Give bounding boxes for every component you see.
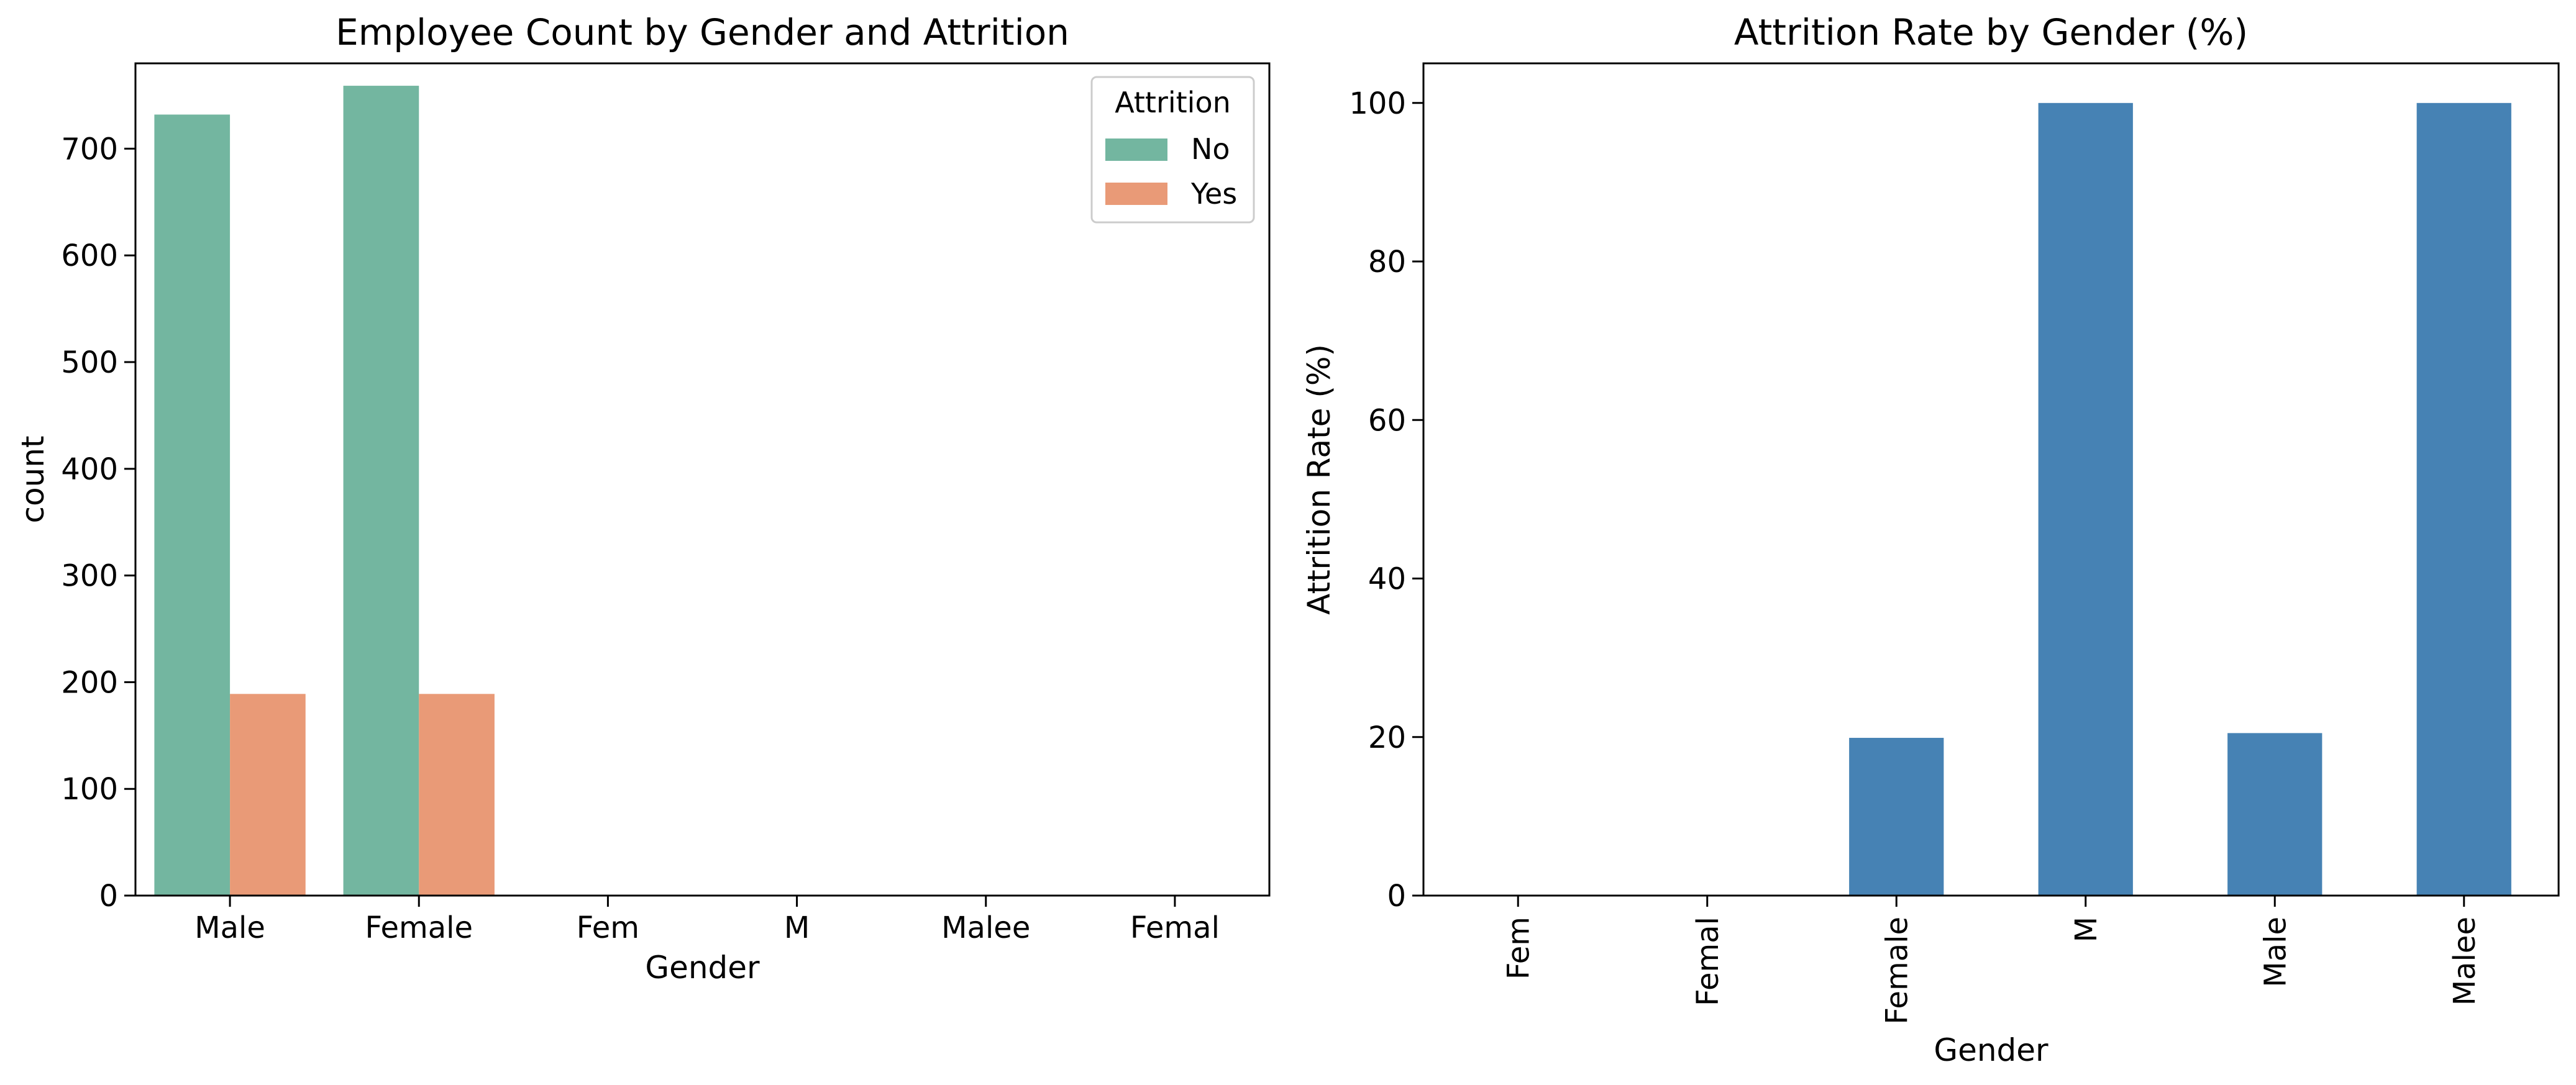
bar-male [2227, 733, 2323, 896]
x-tick-label: M [784, 910, 810, 945]
rate-chart: Attrition Rate by Gender (%) Gender Attr… [1301, 11, 2560, 1068]
y-tick-label: 700 [61, 132, 118, 166]
x-tick-label: Fem [1501, 917, 1536, 979]
chart-title: Attrition Rate by Gender (%) [1734, 11, 2248, 53]
x-tick-label: Malee [941, 910, 1030, 945]
plot-frame [134, 62, 1271, 897]
bar-yes-female [419, 694, 495, 896]
legend-title: Attrition [1115, 86, 1231, 119]
legend-swatch-no [1105, 138, 1167, 161]
y-ticks: 0 20 40 60 80 100 [1349, 86, 1423, 914]
y-tick-label: 0 [99, 879, 118, 914]
count-chart: Employee Count by Gender and Attrition G… [15, 11, 1271, 986]
x-tick-label: Female [1879, 917, 1914, 1025]
legend-swatch-yes [1105, 183, 1167, 205]
bar-no-male [154, 114, 231, 896]
legend-label-yes: Yes [1190, 177, 1237, 211]
x-tick-label: Fem [577, 910, 639, 945]
y-tick-label: 600 [61, 238, 118, 273]
y-tick-label: 200 [61, 665, 118, 700]
y-tick-label: 20 [1368, 720, 1406, 755]
bar-malee [2416, 102, 2511, 896]
y-tick-label: 500 [61, 345, 118, 380]
y-ticks: 0 100 200 300 400 500 600 700 [61, 132, 135, 914]
y-tick-label: 300 [61, 559, 118, 594]
x-tick-label: Male [2258, 917, 2293, 987]
x-tick-label: Femal [1130, 910, 1220, 945]
x-axis-label: Gender [1934, 1032, 2048, 1068]
x-axis-label: Gender [645, 950, 760, 986]
y-axis-label: count [15, 435, 51, 523]
x-tick-label: Femal [1691, 917, 1725, 1006]
bar-yes-male [230, 694, 306, 896]
legend: Attrition No Yes [1090, 76, 1255, 224]
y-tick-label: 80 [1368, 245, 1406, 279]
legend-label-no: No [1191, 132, 1230, 166]
y-tick-label: 100 [1349, 86, 1406, 121]
plot-frame [1422, 62, 2560, 897]
bar-m [2038, 102, 2133, 896]
x-tick-label: Female [365, 910, 473, 945]
bars [154, 86, 495, 896]
y-axis-label: Attrition Rate (%) [1301, 344, 1337, 615]
y-tick-label: 400 [61, 452, 118, 487]
x-tick-label: M [2069, 917, 2104, 942]
bar-no-female [343, 86, 419, 896]
y-tick-label: 100 [61, 772, 118, 807]
x-ticks: Male Female Fem M Malee Femal [194, 896, 1220, 945]
x-tick-label: Male [194, 910, 265, 945]
x-ticks: Fem Femal Female M Male Malee [1501, 896, 2482, 1025]
y-tick-label: 40 [1368, 562, 1406, 597]
bar-female [1849, 738, 1944, 896]
chart-title: Employee Count by Gender and Attrition [336, 11, 1069, 53]
x-tick-label: Malee [2447, 917, 2482, 1006]
y-tick-label: 0 [1387, 879, 1406, 914]
y-tick-label: 60 [1368, 403, 1406, 438]
bars [1849, 102, 2511, 896]
